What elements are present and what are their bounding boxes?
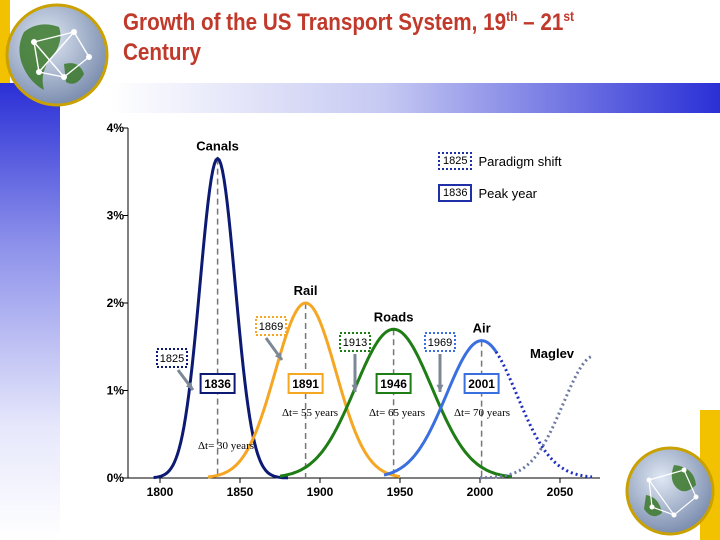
peak-year-label-rail: 1891 <box>292 377 319 391</box>
x-tick-label: 2050 <box>547 485 574 499</box>
globe-network-icon <box>5 3 109 107</box>
globe-network-icon-small <box>625 446 715 536</box>
title-end: Century <box>123 39 201 66</box>
x-tick-label: 1800 <box>147 485 174 499</box>
title-mid: – 21 <box>517 9 564 36</box>
y-tick-label: 3% <box>107 209 125 223</box>
series-label-air: Air <box>473 321 491 336</box>
delta-label-canals: Δt= 30 years <box>198 440 254 452</box>
shift-arrowhead-air <box>436 384 444 392</box>
series-line-rail <box>207 301 401 479</box>
shift-year-label-air: 1969 <box>428 337 452 349</box>
y-tick-label: 2% <box>107 296 125 310</box>
title-sup-th: th <box>506 8 518 24</box>
legend-paradigm-box: 1825 <box>438 152 473 170</box>
legend-peak-box: 1836 <box>438 184 473 202</box>
shift-year-label-canals: 1825 <box>160 353 184 365</box>
left-gradient-band <box>0 83 60 540</box>
shift-arrowhead-canals <box>185 382 193 390</box>
peak-box-canals <box>199 373 236 394</box>
peak-box-rail <box>287 373 324 394</box>
series-line-air <box>383 339 498 477</box>
series-label-rail: Rail <box>294 283 318 298</box>
chart-axes: 1800 1850 1900 1950 2000 2050 0% 1% 2% 3% 4% <box>107 121 600 499</box>
shift-box-rail <box>255 316 287 336</box>
shift-box-air <box>424 332 456 352</box>
x-tick-label: 1850 <box>227 485 254 499</box>
legend-paradigm-label: Paradigm shift <box>478 153 562 169</box>
gold-accent-left <box>0 0 10 120</box>
delta-label-rail: Δt= 55 years <box>282 407 338 419</box>
peak-year-label-air: 2001 <box>468 377 495 391</box>
shift-box-roads <box>339 332 371 352</box>
title-sup-st: st <box>563 8 575 24</box>
slide-title: Growth of the US Transport System, 19th … <box>123 8 605 68</box>
shift-arrowhead-roads <box>351 384 359 392</box>
legend-peak-label: Peak year <box>478 185 538 201</box>
series-label-roads: Roads <box>374 309 414 324</box>
legend: 1825 Paradigm shift 1836 Peak year <box>438 150 562 214</box>
y-tick-label: 1% <box>107 384 125 398</box>
peak-box-air <box>463 373 500 394</box>
legend-row-paradigm: 1825 Paradigm shift <box>438 150 562 172</box>
series-line-canals <box>153 156 289 480</box>
peak-year-label-canals: 1836 <box>204 377 231 391</box>
series-line-maglev <box>480 354 593 480</box>
legend-row-peak: 1836 Peak year <box>438 182 562 204</box>
delta-label-roads: Δt= 65 years <box>369 407 425 419</box>
delta-label-air: Δt= 70 years <box>454 407 510 419</box>
title-main: Growth of the US Transport System, 19 <box>123 9 507 36</box>
peak-year-label-roads: 1946 <box>380 377 407 391</box>
shift-box-canals <box>156 348 188 368</box>
series-label-maglev: Maglev <box>530 346 575 361</box>
shift-year-label-roads: 1913 <box>343 337 367 349</box>
header-gradient-band <box>110 83 720 113</box>
series-forecast-air <box>494 350 593 479</box>
shift-year-label-rail: 1869 <box>259 321 283 333</box>
peak-guidelines <box>216 158 483 478</box>
chart-curves <box>153 156 593 480</box>
shift-arrowhead-rail <box>274 352 282 360</box>
x-tick-label: 1900 <box>307 485 334 499</box>
y-tick-label: 4% <box>107 121 125 135</box>
x-tick-label: 1950 <box>387 485 414 499</box>
series-label-canals: Canals <box>196 139 239 154</box>
x-tick-label: 2000 <box>467 485 494 499</box>
series-line-roads <box>279 327 513 479</box>
chart-annotations: Canals 1836 Rail 1891 Roads 1946 Air 2001 Maglev… <box>156 139 575 452</box>
y-tick-label: 0% <box>107 471 125 485</box>
peak-box-roads <box>375 373 412 394</box>
